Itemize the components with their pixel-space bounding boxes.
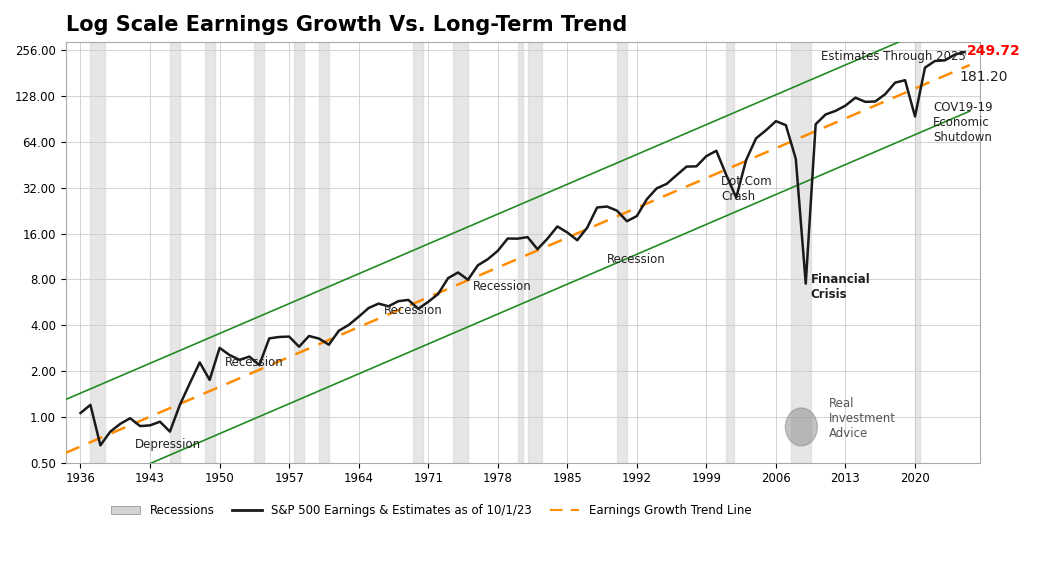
Ellipse shape: [785, 408, 817, 446]
Bar: [204, 42, 215, 463]
Bar: [90, 42, 106, 463]
Text: COV19-19
Economic
Shutdown: COV19-19 Economic Shutdown: [933, 101, 992, 144]
Text: Dot.Com
Crash: Dot.Com Crash: [722, 175, 773, 203]
Bar: [617, 42, 627, 463]
Text: 249.72: 249.72: [966, 44, 1020, 58]
Text: Real
Investment
Advice: Real Investment Advice: [829, 396, 896, 439]
Bar: [791, 42, 811, 463]
Text: Financial
Crisis: Financial Crisis: [811, 273, 870, 301]
Text: Recession: Recession: [384, 304, 442, 317]
Text: Estimates Through 2025: Estimates Through 2025: [820, 51, 965, 63]
Bar: [170, 42, 179, 463]
Bar: [528, 42, 542, 463]
Bar: [254, 42, 264, 463]
Bar: [453, 42, 468, 463]
Bar: [295, 42, 304, 463]
Text: 181.20: 181.20: [959, 70, 1008, 84]
Text: Recession: Recession: [473, 280, 532, 293]
Bar: [726, 42, 734, 463]
Bar: [517, 42, 523, 463]
Text: Recession: Recession: [225, 356, 283, 370]
Text: Log Scale Earnings Growth Vs. Long-Term Trend: Log Scale Earnings Growth Vs. Long-Term …: [65, 15, 626, 35]
Bar: [915, 42, 920, 463]
Bar: [319, 42, 329, 463]
Text: Recession: Recession: [607, 253, 666, 266]
Bar: [414, 42, 423, 463]
Legend: Recessions, S&P 500 Earnings & Estimates as of 10/1/23, Earnings Growth Trend Li: Recessions, S&P 500 Earnings & Estimates…: [106, 499, 756, 522]
Text: Depression: Depression: [135, 438, 201, 451]
